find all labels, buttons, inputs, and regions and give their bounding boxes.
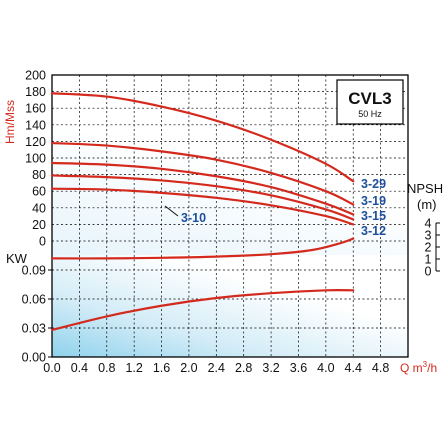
head-tick-3: 140: [25, 118, 46, 132]
x-tick-9: 3.6: [290, 361, 307, 375]
npsh-curve: [50, 237, 355, 260]
x-tick-6: 2.4: [208, 361, 225, 375]
head-tick-0: 200: [25, 69, 46, 83]
frequency-label: 50 Hz: [358, 109, 382, 119]
power-curve: [50, 288, 355, 332]
npsh-tick-0: 4: [425, 217, 432, 231]
head-tick-2: 160: [25, 102, 46, 116]
curve-labels: 3-29 3-19 3-15 3-12 3-10: [164, 177, 386, 238]
x-axis-label-main: Q m: [400, 361, 423, 375]
head-tick-1: 180: [25, 85, 46, 99]
curve-label-3-10: 3-10: [181, 211, 206, 225]
head-tick-9: 20: [32, 218, 46, 232]
curves: [50, 92, 355, 332]
head-curve-3-15: [50, 161, 355, 216]
head-curve-3-10: [50, 187, 355, 226]
x-axis-label-tail: /h: [427, 361, 437, 375]
model-box: [336, 79, 404, 125]
x-tick-10: 4.0: [317, 361, 334, 375]
curve-label-3-19: 3-19: [361, 194, 386, 208]
power-tick-2: 0.03: [22, 322, 46, 336]
plot-background-lower: [52, 255, 408, 357]
x-tick-12: 4.8: [372, 361, 389, 375]
x-tick-5: 2.0: [180, 361, 197, 375]
npsh-tick-4: 0: [425, 265, 432, 279]
power-axis-label: KW: [6, 251, 28, 266]
curve-label-3-12: 3-12: [361, 224, 386, 238]
x-tick-3: 1.2: [125, 361, 142, 375]
x-axis-label: Q m3/h: [400, 360, 437, 375]
x-tick-8: 3.2: [262, 361, 279, 375]
power-tick-0: 0.09: [22, 264, 46, 278]
npsh-tick-3: 1: [425, 253, 432, 267]
npsh-tick-2: 2: [425, 241, 432, 255]
curve-label-3-15: 3-15: [361, 209, 386, 223]
x-tick-0: 0.0: [43, 361, 60, 375]
x-tick-11: 4.4: [345, 361, 362, 375]
npsh-tick-1: 3: [425, 229, 432, 243]
head-curve-3-19: [50, 141, 355, 206]
x-tick-1: 0.4: [71, 361, 88, 375]
npsh-axis-unit: (m): [417, 197, 437, 212]
head-tick-8: 40: [32, 201, 46, 215]
x-tick-4: 1.6: [153, 361, 170, 375]
head-curve-3-29: [50, 92, 355, 183]
x-axis-label-sup: 3: [423, 360, 428, 369]
head-tick-7: 60: [32, 185, 46, 199]
curve-label-3-10-leader: [164, 205, 179, 217]
head-axis-label: Hm/Mss: [3, 100, 17, 144]
grid-lines: [52, 75, 408, 357]
model-name: CVL3: [348, 89, 391, 108]
head-tick-4: 120: [25, 135, 46, 149]
npsh-axis-label: NPSH: [407, 181, 443, 196]
plot-frame: [51, 74, 409, 358]
head-curve-3-12: [50, 174, 355, 221]
head-tick-5: 100: [25, 152, 46, 166]
head-tick-10: 0: [39, 235, 46, 249]
x-tick-2: 0.8: [98, 361, 115, 375]
power-tick-3: 0.00: [22, 351, 46, 365]
x-axis-ticks: 0.0 0.4 0.8 1.2 1.6 2.0 2.4 2.8 3.2 3.6 4.0 4.4 4.8: [43, 361, 389, 375]
power-tick-1: 0.06: [22, 293, 46, 307]
power-axis-ticks: 0.09 0.06 0.03 0.00: [22, 264, 52, 365]
x-tick-7: 2.8: [235, 361, 252, 375]
curve-label-3-29: 3-29: [361, 177, 386, 191]
head-tick-6: 80: [32, 168, 46, 182]
